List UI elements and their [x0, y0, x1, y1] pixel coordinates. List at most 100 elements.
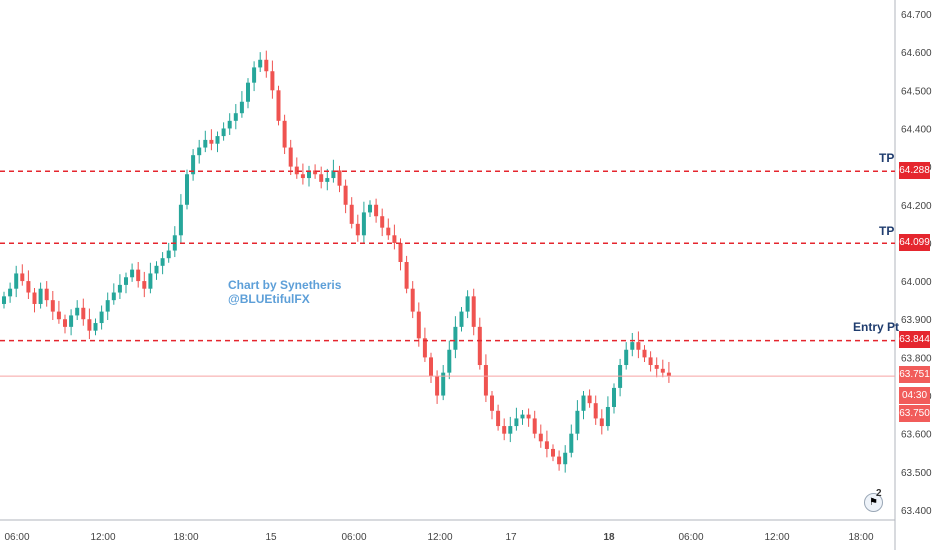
price-tag-entry: 63.844: [899, 331, 930, 348]
y-tick-label: 64.400: [901, 124, 932, 135]
candle-body: [282, 120, 287, 148]
candle-body: [502, 426, 507, 434]
y-tick-label: 64.000: [901, 277, 932, 288]
candle-body: [514, 418, 519, 427]
candle-body: [453, 326, 458, 350]
candle-body: [325, 178, 330, 182]
candle-body: [349, 204, 354, 224]
candle-body: [26, 281, 31, 293]
candle-body: [124, 277, 128, 285]
y-tick-label: 64.600: [901, 48, 932, 59]
candles: [2, 50, 671, 473]
level-label-entry: Entry Pt: [853, 320, 900, 334]
candle-body: [191, 155, 196, 175]
candle-body: [392, 235, 397, 243]
candle-body: [160, 258, 165, 266]
candle-body: [300, 174, 305, 179]
candle-body: [532, 418, 537, 434]
candle-body: [233, 113, 238, 121]
candle-body: [666, 372, 671, 377]
candle-body: [56, 311, 61, 320]
candle-body: [459, 311, 464, 327]
candle-body: [8, 288, 13, 297]
candle-body: [331, 170, 336, 179]
candle-body: [258, 59, 263, 68]
price-tag-tp2: 64.099: [899, 234, 930, 251]
candle-body: [416, 311, 421, 339]
candle-body: [624, 349, 629, 366]
y-tick-label: 64.700: [901, 10, 932, 21]
candle-body: [307, 170, 311, 179]
levels: [0, 170, 895, 377]
candle-body: [544, 441, 549, 449]
y-tick-label: 63.900: [901, 315, 932, 326]
x-tick-label: 06:00: [341, 532, 366, 543]
candle-body: [465, 296, 470, 312]
x-tick-label: 12:00: [427, 532, 452, 543]
price-tag-tp1: 64.288: [899, 162, 930, 179]
candle-body: [239, 101, 244, 114]
candle-body: [660, 368, 665, 373]
candle-body: [178, 204, 183, 236]
candle-body: [81, 307, 86, 320]
y-tick-label: 64.200: [901, 201, 932, 212]
x-tick-label: 17: [505, 532, 517, 543]
candle-body: [386, 227, 391, 236]
candle-body: [215, 136, 220, 144]
x-tick-label: 15: [265, 532, 277, 543]
watermark-line1: Chart by Synetheris: [228, 278, 342, 292]
candle-body: [99, 311, 104, 324]
x-tick-label: 12:00: [764, 532, 789, 543]
level-label-tp1: TP: [879, 151, 895, 165]
candle-body: [136, 269, 141, 282]
candle-body: [355, 223, 360, 236]
candle-body: [105, 300, 110, 312]
candle-body: [581, 395, 586, 411]
candle-body: [148, 273, 153, 289]
candle-body: [563, 452, 568, 465]
candle-body: [221, 128, 226, 137]
alerts-badge-icon[interactable]: ⚑: [864, 493, 883, 512]
candle-body: [44, 288, 49, 301]
alerts-count: 2: [876, 488, 882, 499]
candle-body: [557, 456, 562, 465]
y-tick-label: 63.800: [901, 353, 932, 364]
candle-body: [422, 338, 427, 358]
candle-body: [252, 67, 257, 83]
x-tick-label: 06:00: [678, 532, 703, 543]
candle-body: [599, 418, 604, 427]
watermark: Chart by Synetheris @BLUEtifulFX: [228, 278, 341, 306]
candle-body: [203, 139, 208, 148]
candle-body: [404, 262, 409, 289]
candle-body: [612, 387, 616, 407]
candle-body: [32, 292, 37, 304]
candle-body: [447, 349, 452, 373]
candle-body: [441, 372, 446, 396]
candle-body: [368, 204, 372, 213]
candle-body: [294, 166, 299, 175]
candle-body: [380, 216, 385, 228]
candle-body: [630, 342, 635, 350]
candle-body: [14, 273, 19, 289]
candle-body: [154, 265, 159, 274]
candle-body: [75, 307, 80, 316]
candle-body: [130, 269, 135, 278]
candle-body: [288, 147, 293, 167]
x-tick-label: 18: [603, 532, 615, 543]
candle-body: [575, 410, 580, 434]
candle-body: [361, 212, 366, 236]
y-tick-label: 64.500: [901, 86, 932, 97]
candle-body: [569, 433, 574, 453]
level-label-tp2: TP: [879, 224, 895, 238]
candle-body: [50, 300, 55, 312]
candle-body: [20, 273, 25, 282]
y-tick-label: 63.600: [901, 430, 932, 441]
candle-body: [429, 357, 433, 377]
candle-body: [648, 357, 653, 366]
candle-body: [319, 174, 324, 182]
candle-body: [142, 281, 147, 289]
candle-body: [209, 139, 214, 144]
candle-body: [398, 242, 403, 262]
time-axis: 06:00 12:00 18:00 15 06:00 12:00 17 18 06:00 12:0…: [4, 532, 873, 543]
